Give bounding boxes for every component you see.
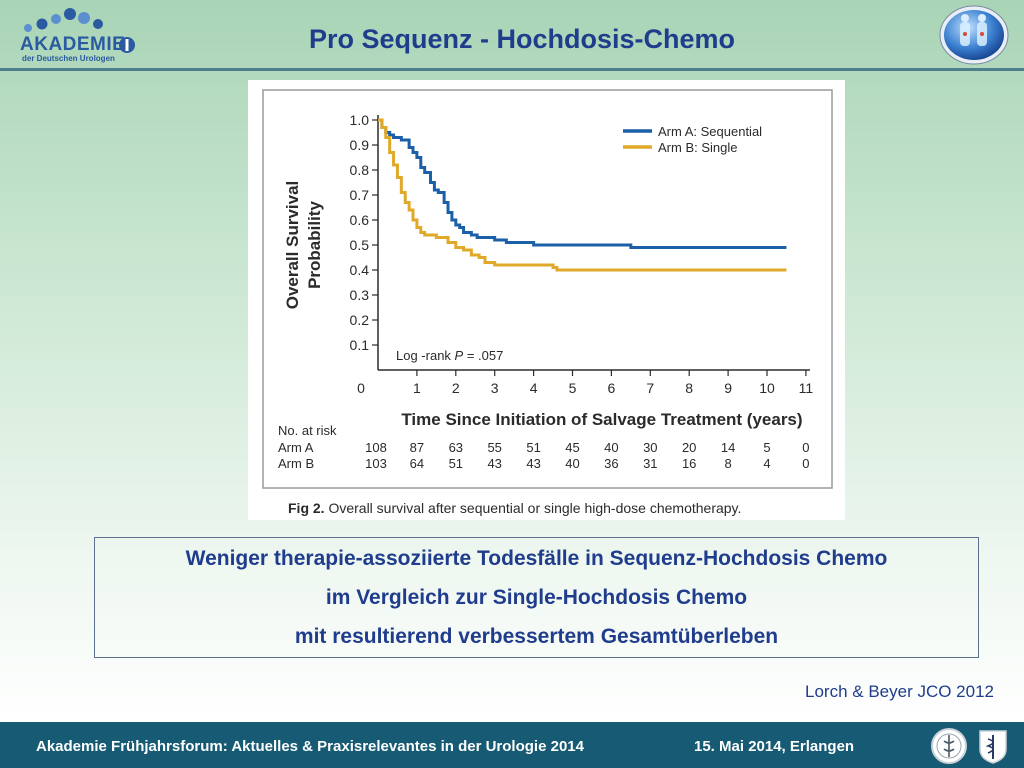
y-axis-label-line: Probability [305, 201, 324, 289]
y-axis-label-line: Overall Survival [283, 181, 302, 310]
y-tick-label: 0.5 [350, 237, 370, 253]
slide-footer: Akademie Frühjahrsforum: Aktuelles & Pra… [0, 722, 1024, 768]
y-tick-label: 1.0 [350, 112, 370, 128]
x-axis-label: Time Since Initiation of Salvage Treatme… [401, 410, 802, 429]
risk-table-cell: 4 [763, 456, 770, 471]
risk-table-cell: 55 [487, 440, 501, 455]
dots-icon [24, 8, 103, 32]
x-tick-label: 6 [608, 380, 616, 396]
citation: Lorch & Beyer JCO 2012 [805, 682, 994, 701]
logo-subtitle: der Deutschen Urologen [22, 54, 115, 63]
caption-label: Fig 2. [288, 500, 325, 516]
risk-table-cell: 36 [604, 456, 618, 471]
risk-table-header: No. at risk [278, 423, 337, 438]
figure-caption: Fig 2. Overall survival after sequential… [288, 500, 741, 516]
akademie-logo: AKADEMIE der Deutschen Urologen [14, 6, 144, 64]
y-tick-label: 0.3 [350, 287, 370, 303]
logo-figure-icon [119, 37, 135, 53]
summary-box: Weniger therapie-assoziierte Todesfälle … [94, 537, 979, 658]
risk-table-cell: 40 [604, 440, 618, 455]
series-line-arm-b [378, 118, 787, 272]
survival-figure: 0.1 0.2 0.3 0.4 0.5 0.6 0.7 0.8 0.9 1.0 0 1 2 3 4 5 6 7 8 9… [248, 80, 845, 520]
survival-chart: 0.10.20.30.40.50.60.70.80.91.00 1 2 3 4 5 6 7 8 9… [262, 89, 833, 516]
y-tick-label: 0.2 [350, 312, 370, 328]
risk-table-cell: 31 [643, 456, 657, 471]
risk-table-cell: 43 [487, 456, 501, 471]
risk-table-cell: 30 [643, 440, 657, 455]
seal-icon [930, 727, 968, 765]
risk-table-cell: 0 [802, 456, 809, 471]
x-tick-label: 11 [799, 380, 814, 396]
y-tick-label: 0.6 [350, 212, 370, 228]
summary-line: mit resultierend verbessertem Gesamtüber… [294, 625, 779, 648]
logo-wordmark: AKADEMIE [20, 34, 126, 55]
annotation-part: Log -rank [396, 348, 455, 363]
risk-table-row-label: Arm B [278, 456, 314, 471]
risk-table-cell: 45 [565, 440, 579, 455]
risk-table-cell: 14 [721, 440, 735, 455]
caption-text: Overall survival after sequential or sin… [325, 500, 742, 516]
y-tick-label: 0.8 [350, 162, 370, 178]
risk-table-cell: 16 [682, 456, 696, 471]
risk-table-cell: 43 [526, 456, 540, 471]
x-tick-label: 1 [413, 380, 421, 396]
x-tick-label: 10 [759, 380, 775, 396]
risk-table-cell: 87 [410, 440, 424, 455]
footer-event: Akademie Frühjahrsforum: Aktuelles & Pra… [36, 738, 584, 755]
summary-line: im Vergleich zur Single-Hochdosis Chemo [325, 586, 748, 609]
risk-table-cell: 5 [763, 440, 770, 455]
x-tick-label: 4 [530, 380, 538, 396]
risk-table-row-label: Arm A [278, 440, 314, 455]
annotation-part: P [455, 348, 464, 363]
y-tick-label: 0.4 [350, 262, 370, 278]
y-tick-label: 0.1 [350, 337, 370, 353]
risk-table-cell: 103 [365, 456, 387, 471]
legend-label: Arm B: Single [658, 140, 737, 155]
risk-table-cell: 64 [410, 456, 424, 471]
x-tick-label: 0 [357, 380, 365, 396]
risk-table-cell: 51 [526, 440, 540, 455]
y-axis-label: Overall Survival Probability [283, 181, 324, 310]
x-tick-label: 2 [452, 380, 460, 396]
log-rank-annotation: Log -rank P = .057 [396, 348, 503, 363]
y-tick-label: 0.9 [350, 137, 370, 153]
series-line-arm-a [378, 118, 787, 249]
x-tick-label: 7 [646, 380, 654, 396]
risk-table-cell: 108 [365, 440, 387, 455]
risk-table-cell: 0 [802, 440, 809, 455]
page-title: Pro Sequenz - Hochdosis-Chemo [308, 24, 736, 54]
aesculapius-icon [974, 727, 1012, 765]
slide-header: AKADEMIE der Deutschen Urologen Pro Sequ… [0, 0, 1024, 70]
x-tick-label: 5 [569, 380, 577, 396]
x-tick-label: 9 [724, 380, 732, 396]
risk-table-cell: 20 [682, 440, 696, 455]
y-tick-label: 0.7 [350, 187, 370, 203]
chart-frame [262, 89, 833, 489]
risk-table-cell: 63 [449, 440, 463, 455]
footer-date: 15. Mai 2014, Erlangen [694, 738, 855, 755]
risk-table-cell: 51 [449, 456, 463, 471]
anatomy-globe-icon [938, 4, 1010, 66]
summary-line: Weniger therapie-assoziierte Todesfälle … [185, 547, 888, 570]
legend-label: Arm A: Sequential [658, 124, 762, 139]
risk-table-cell: 8 [724, 456, 731, 471]
annotation-part: = .057 [463, 348, 503, 363]
header-divider [0, 68, 1024, 71]
x-tick-label: 3 [491, 380, 499, 396]
risk-table-cell: 40 [565, 456, 579, 471]
x-tick-label: 8 [685, 380, 693, 396]
